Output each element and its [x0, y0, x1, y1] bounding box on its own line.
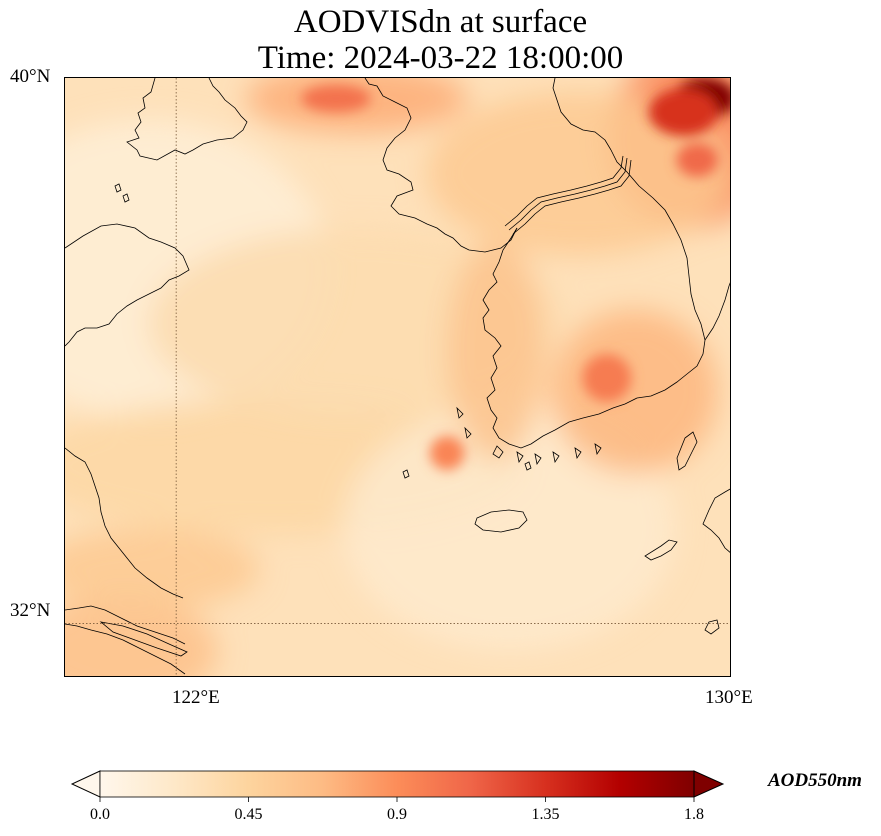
- field-hotspot: [582, 354, 632, 402]
- field-hotspot: [301, 84, 371, 113]
- y-tick-40N: 40°N: [10, 66, 51, 87]
- field-hotspot: [648, 88, 719, 136]
- field-hotspot-layer: [301, 78, 730, 471]
- map-time: Time: 2024-03-22 18:00:00: [257, 40, 624, 76]
- map-svg: [65, 78, 730, 676]
- korea-border-2: [508, 157, 628, 231]
- coast-china-north: [126, 78, 248, 161]
- field-blob: [65, 596, 218, 676]
- colorbar-tick-label: 0.9: [387, 806, 407, 823]
- yangtze-south-bank: [65, 623, 186, 675]
- field-hotspot: [429, 435, 465, 471]
- x-tick-130E: 130°E: [705, 687, 753, 708]
- tsushima: [676, 431, 698, 471]
- map-title: AODVISdn at surface: [293, 4, 588, 40]
- japan-west-islands: [644, 539, 678, 561]
- field-blob: [447, 241, 545, 460]
- field-blob: [342, 405, 677, 651]
- korea-south-islands: [456, 406, 602, 466]
- aod-field: [65, 78, 730, 676]
- colorbar-tick-label: 0.45: [234, 806, 263, 823]
- jeju-island: [474, 509, 528, 533]
- japan-island-small: [704, 619, 720, 635]
- coast-korea-west: [482, 149, 706, 449]
- y-tick-32N: 32°N: [10, 600, 51, 621]
- field-blob: [551, 309, 719, 474]
- coast-korea-east: [704, 282, 730, 341]
- colorbar-max-extension: [693, 770, 725, 798]
- colorbar-tick-label: 1.35: [531, 806, 560, 823]
- korea-border-1: [504, 155, 624, 227]
- map-panel: [64, 77, 731, 677]
- field-hotspot: [676, 142, 719, 177]
- korea-border-3: [512, 159, 632, 235]
- colorbar-tick-label: 1.8: [684, 806, 704, 823]
- colorbar-tick-label: 0.0: [90, 806, 110, 823]
- coast-korea-northwest: [552, 78, 612, 151]
- field-blob: [65, 528, 260, 610]
- yangtze-north-bank: [65, 605, 186, 645]
- coast-jiangsu: [65, 447, 184, 599]
- colorbar-label: AOD550nm: [768, 770, 862, 791]
- coast-liaodong-east: [364, 78, 518, 253]
- gridlines: [65, 78, 730, 676]
- colorbar-bar: [99, 770, 695, 798]
- colorbar-min-extension: [70, 770, 101, 798]
- japan-kyushu: [702, 488, 730, 553]
- x-tick-122E: 122°E: [172, 687, 220, 708]
- field-blob: [426, 91, 730, 256]
- coast-shandong: [65, 223, 190, 347]
- coastline: [65, 78, 730, 675]
- misc-islands: [114, 183, 532, 479]
- chongming-island: [99, 621, 188, 657]
